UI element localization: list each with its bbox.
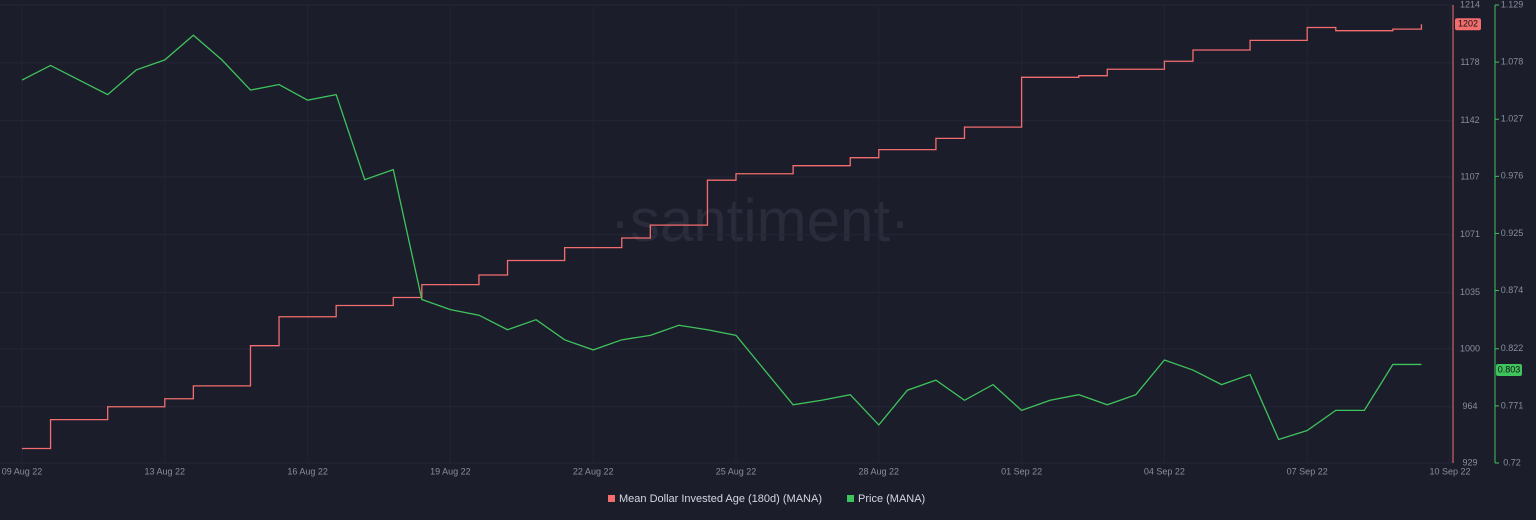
- y-tick-label: 1142: [1460, 115, 1479, 125]
- y-tick-label: 1214: [1460, 0, 1480, 9]
- x-tick-label: 04 Sep 22: [1144, 466, 1185, 476]
- current-value-tag: [1455, 18, 1481, 31]
- x-tick-label: 19 Aug 22: [430, 466, 471, 476]
- x-tick-label: 16 Aug 22: [287, 466, 328, 476]
- current-value-label: 1202: [1458, 19, 1478, 29]
- y-tick-label: 1035: [1460, 287, 1480, 297]
- y2-tick-label: 1.027: [1501, 114, 1524, 124]
- legend-label: Price (MANA): [858, 493, 925, 505]
- legend-swatch: [608, 495, 615, 502]
- x-tick-label: 25 Aug 22: [716, 466, 757, 476]
- y2-tick-label: 0.925: [1501, 228, 1524, 238]
- legend-swatch: [847, 495, 854, 502]
- series-line: [22, 24, 1423, 450]
- x-tick-label: 22 Aug 22: [573, 466, 614, 476]
- y2-tick-label: 0.976: [1501, 171, 1524, 181]
- y2-tick-label: 0.822: [1501, 343, 1524, 353]
- x-tick-label: 07 Sep 22: [1287, 466, 1328, 476]
- series-line: [21, 34, 1422, 441]
- x-tick-label: 01 Sep 22: [1001, 466, 1042, 476]
- y2-tick-label: 0.874: [1501, 285, 1524, 295]
- y2-tick-label: 0.771: [1501, 400, 1524, 410]
- x-tick-label: 09 Aug 22: [2, 466, 43, 476]
- x-tick-label: 10 Sep 22: [1429, 466, 1470, 476]
- y-tick-label: 1071: [1460, 229, 1480, 239]
- y-tick-label: 1178: [1460, 57, 1479, 67]
- y-tick-label: 964: [1462, 401, 1477, 411]
- current-value-label: 0.803: [1498, 364, 1521, 374]
- x-tick-label: 28 Aug 22: [859, 466, 900, 476]
- current-value-tag: [1496, 364, 1522, 377]
- y-tick-label: 1000: [1460, 343, 1480, 353]
- y2-tick-label: 1.129: [1501, 0, 1524, 9]
- y-tick-label: 929: [1462, 457, 1477, 467]
- y2-tick-label: 1.078: [1501, 56, 1524, 66]
- x-tick-label: 13 Aug 22: [145, 466, 186, 476]
- watermark: ·santiment·: [610, 187, 910, 254]
- y2-tick-label: 0.72: [1503, 457, 1521, 467]
- y-tick-label: 1107: [1460, 171, 1479, 181]
- legend-label: Mean Dollar Invested Age (180d) (MANA): [619, 493, 822, 505]
